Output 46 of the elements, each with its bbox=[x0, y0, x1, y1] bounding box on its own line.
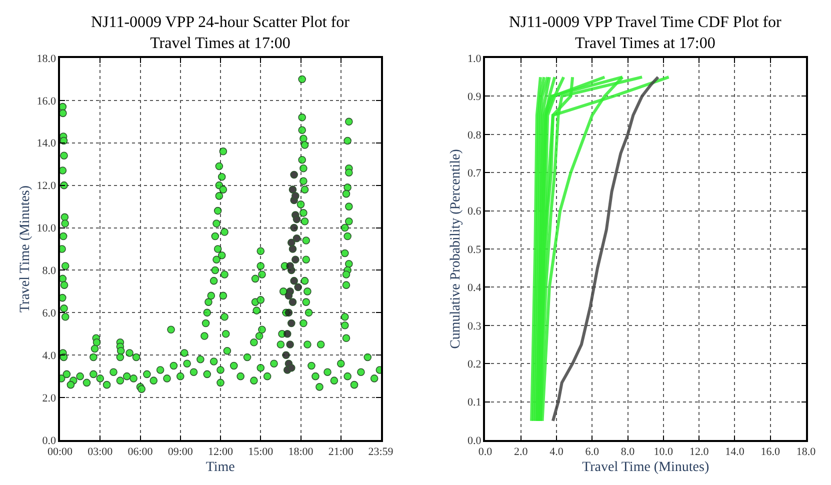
x-tick-label: 23:59 bbox=[368, 446, 394, 458]
y-tick-label: 1.0 bbox=[468, 52, 482, 65]
x-tick-label: 16.0 bbox=[760, 446, 780, 458]
x-tick-label: 06:00 bbox=[128, 446, 154, 458]
x-tick-label: 12.0 bbox=[689, 446, 710, 458]
y-tick-label: 0.9 bbox=[468, 91, 482, 104]
x-tick-label: 14.0 bbox=[725, 446, 745, 458]
x-tick-label: 15:00 bbox=[248, 446, 274, 458]
y-tick-label: 10.0 bbox=[36, 222, 57, 235]
x-tick-label: 00:00 bbox=[47, 446, 74, 458]
y-tick-label: 2.0 bbox=[42, 392, 57, 404]
x-tick-label: 2.0 bbox=[514, 446, 528, 458]
x-axis-title: Travel Time (Minutes) bbox=[582, 460, 710, 475]
x-tick-label: 10.0 bbox=[654, 446, 674, 458]
x-tick-label: 0.0 bbox=[478, 446, 493, 458]
x-tick-label: 4.0 bbox=[550, 446, 564, 458]
x-tick-label: 12:00 bbox=[208, 446, 234, 458]
x-tick-label: 8.0 bbox=[620, 446, 636, 458]
y-tick-label: 12.0 bbox=[36, 180, 57, 192]
x-tick-label: 6.0 bbox=[585, 446, 600, 458]
x-axis-title: Time bbox=[206, 460, 235, 475]
y-axis-title: Cumulative Probability (Percentile) bbox=[448, 148, 464, 349]
y-axis-title: Travel Time (Minutes) bbox=[18, 185, 33, 313]
y-tick-label: 8.0 bbox=[42, 265, 57, 278]
y-tick-label: 0.6 bbox=[468, 206, 482, 218]
y-tick-label: 0.0 bbox=[468, 434, 482, 447]
y-tick-label: 18.0 bbox=[36, 52, 57, 65]
y-tick-label: 0.7 bbox=[468, 167, 482, 180]
chart-title: NJ11-0009 VPP 24-hour Scatter Plot for Travel Times at 17:00 bbox=[91, 14, 350, 52]
y-tick-label: 0.4 bbox=[468, 282, 482, 294]
x-tick-label: 03:00 bbox=[88, 446, 114, 458]
y-tick-label: 0.2 bbox=[468, 358, 482, 370]
y-tick-label: 0.1 bbox=[468, 396, 482, 409]
y-tick-label: 0.3 bbox=[468, 320, 482, 332]
x-tick-label: 21:00 bbox=[328, 446, 354, 458]
x-tick-label: 18:00 bbox=[288, 446, 314, 458]
chart-title: NJ11-0009 VPP Travel Time CDF Plot for Travel Times at 17:00 bbox=[509, 14, 782, 52]
y-tick-label: 6.0 bbox=[42, 308, 57, 320]
y-tick-label: 14.0 bbox=[36, 138, 57, 150]
x-tick-label: 09:00 bbox=[168, 446, 194, 458]
y-tick-label: 16.0 bbox=[36, 95, 57, 108]
y-tick-label: 0.5 bbox=[468, 244, 482, 256]
y-tick-label: 4.0 bbox=[42, 350, 57, 362]
y-tick-label: 0.8 bbox=[468, 129, 482, 142]
x-tick-label: 18.0 bbox=[796, 446, 816, 458]
y-tick-label: 0.0 bbox=[42, 434, 57, 447]
